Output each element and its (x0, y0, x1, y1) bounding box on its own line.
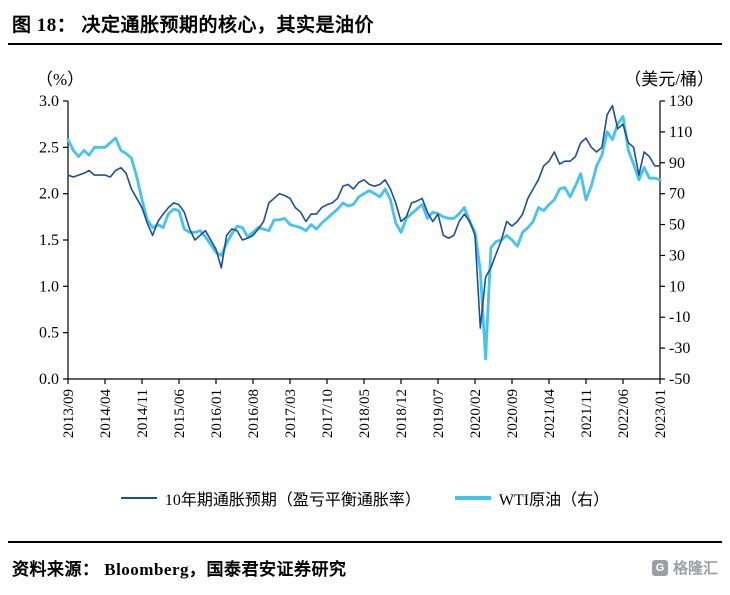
svg-text:-50: -50 (669, 371, 690, 388)
svg-text:2018/05: 2018/05 (357, 389, 373, 438)
chart-legend: 10年期通胀预期（盈亏平衡通胀率） WTI原油（右） (0, 485, 730, 511)
chart-svg: （%） （美元/桶） 3.0 2.5 2.0 1.5 1.0 0.5 0.0 130 110 90 70… (36, 70, 714, 439)
figure-footer: 资料来源： Bloomberg，国泰君安证券研究 G 格隆汇 (8, 541, 722, 580)
legend-line-breakeven-icon (120, 497, 157, 499)
figure-title: 图 18： 决定通胀预期的核心，其实是油价 (12, 15, 375, 36)
legend-line-wti-icon (454, 496, 491, 500)
logo-text: 格隆汇 (672, 561, 718, 577)
svg-text:130: 130 (669, 93, 693, 110)
svg-text:90: 90 (669, 155, 685, 172)
svg-text:-30: -30 (669, 340, 690, 357)
svg-text:（美元/桶）: （美元/桶） (624, 70, 714, 89)
svg-text:2017/10: 2017/10 (320, 389, 336, 438)
svg-text:2013/09: 2013/09 (61, 389, 77, 438)
legend-item-breakeven: 10年期通胀预期（盈亏平衡通胀率） (120, 486, 421, 510)
svg-text:2023/01: 2023/01 (653, 389, 669, 438)
svg-text:2019/07: 2019/07 (431, 389, 447, 439)
legend-label-breakeven: 10年期通胀预期（盈亏平衡通胀率） (164, 492, 421, 509)
svg-text:2014/11: 2014/11 (135, 389, 151, 438)
svg-text:2022/06: 2022/06 (616, 389, 632, 439)
svg-text:70: 70 (669, 186, 685, 203)
svg-text:2021/11: 2021/11 (579, 389, 595, 438)
svg-text:50: 50 (669, 217, 685, 234)
svg-text:10: 10 (669, 278, 685, 295)
svg-text:2016/01: 2016/01 (209, 389, 225, 438)
gelonghui-logo: G 格隆汇 (651, 557, 718, 578)
svg-text:2020/09: 2020/09 (505, 389, 521, 438)
svg-text:（%）: （%） (36, 70, 84, 89)
svg-text:1.0: 1.0 (39, 278, 59, 295)
svg-text:0.5: 0.5 (39, 325, 59, 342)
svg-text:2021/04: 2021/04 (542, 389, 558, 439)
svg-text:2020/02: 2020/02 (468, 389, 484, 438)
svg-text:1.5: 1.5 (39, 232, 59, 249)
svg-text:2.5: 2.5 (39, 139, 59, 156)
svg-text:-10: -10 (669, 309, 690, 326)
legend-item-wti: WTI原油（右） (454, 486, 610, 510)
svg-text:110: 110 (669, 124, 692, 141)
source-caption: 资料来源： Bloomberg，国泰君安证券研究 (12, 560, 347, 579)
svg-text:2014/04: 2014/04 (98, 389, 114, 439)
svg-text:30: 30 (669, 247, 685, 264)
svg-text:2016/08: 2016/08 (246, 389, 262, 438)
svg-text:2015/06: 2015/06 (172, 389, 188, 439)
logo-g-icon: G (651, 559, 668, 576)
svg-text:0.0: 0.0 (39, 371, 59, 388)
legend-label-wti: WTI原油（右） (498, 492, 610, 509)
svg-text:2018/12: 2018/12 (394, 389, 410, 438)
svg-text:3.0: 3.0 (39, 93, 59, 110)
svg-text:2.0: 2.0 (39, 186, 59, 203)
svg-text:2017/03: 2017/03 (283, 389, 299, 438)
figure-header: 图 18： 决定通胀预期的核心，其实是油价 (8, 0, 722, 45)
